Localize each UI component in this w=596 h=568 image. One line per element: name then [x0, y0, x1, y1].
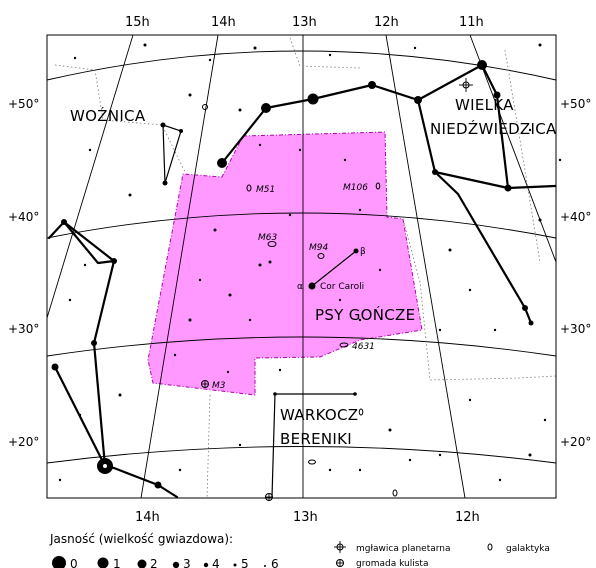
- galaxy-icon: [308, 459, 316, 465]
- globular-cluster-icon: [265, 493, 273, 501]
- ra-label-top: 15h: [125, 15, 150, 30]
- object-label-m106: M106: [343, 183, 368, 193]
- bootes-figure-south: [53, 365, 107, 468]
- constellation-label-psy: PSY GOŃCZE: [315, 305, 415, 324]
- constellation-label-wielka: WIELKA: [455, 96, 514, 114]
- planetary-nebula-icon: [334, 541, 346, 553]
- object-label-m3: M3: [212, 381, 226, 391]
- legend-mag-4: 4: [212, 557, 220, 568]
- legend-planetary-nebula: mgławica planetarna: [356, 544, 451, 554]
- galaxy-icon: [392, 489, 398, 497]
- constellation-label-warkocz: WARKOCZ: [280, 406, 358, 424]
- legend-mag-2: 2: [150, 557, 158, 568]
- dec-line-plus20: [46, 446, 557, 464]
- galaxy-icon: [375, 182, 381, 190]
- galaxy-icon: [339, 342, 349, 348]
- galaxy-icon: [358, 408, 364, 416]
- dec-label-right: +30°: [560, 322, 591, 336]
- legend-mag-6: 6: [271, 557, 279, 568]
- boundary-uma-north: [289, 37, 361, 69]
- constellation-label-bereniki: BERENIKI: [280, 430, 352, 448]
- ra-label-top: 11h: [459, 15, 484, 30]
- galaxy-icon: [246, 184, 252, 192]
- boundary-com-west: [206, 394, 211, 499]
- bootes-figure-west: [47, 220, 116, 265]
- star-field: [51, 43, 562, 489]
- planetary-nebula-icon: [459, 78, 473, 92]
- bootes-head-figure: [162, 124, 182, 184]
- globular-cluster-icon: [336, 559, 344, 567]
- ra-line-11h: [469, 34, 557, 263]
- dec-label-right: +20°: [560, 435, 591, 449]
- canes-venatici-region: [147, 131, 423, 396]
- ra-label-top: 13h: [292, 15, 317, 30]
- ra-label-top: 14h: [211, 15, 236, 30]
- ra-label-bottom: 13h: [293, 510, 318, 525]
- star-label-cor-caroli: Cor Caroli: [320, 282, 364, 292]
- star-label-alpha: α: [297, 282, 303, 292]
- deep-sky-objects: [201, 78, 473, 501]
- legend-mag-3: 3: [183, 557, 191, 568]
- chart-frame: [46, 34, 557, 499]
- dec-line-plus30: [46, 336, 557, 357]
- ra-line-12h: [385, 34, 466, 499]
- dec-label-right: +50°: [560, 97, 591, 111]
- star-label-beta: β: [360, 247, 366, 257]
- legend-mag-1: 1: [113, 557, 121, 568]
- dec-label-left: +20°: [8, 435, 39, 449]
- boundary-uma-lower: [402, 218, 557, 381]
- canes-venatici-figure: [311, 250, 357, 287]
- ra-line-15h: [46, 34, 134, 319]
- legend: Jasność (wielkość gwiazdowa): 0 1 2 3 4 …: [49, 532, 550, 568]
- coma-figure: [271, 393, 355, 498]
- dec-line-plus40: [46, 212, 557, 239]
- object-label-4631: 4631: [352, 342, 375, 352]
- ra-line-14h: [140, 34, 219, 499]
- constellation-label-niedzwiedzica: NIEDŹWIEDZICA: [430, 119, 557, 138]
- object-label-m63: M63: [258, 233, 277, 243]
- dec-label-left: +50°: [8, 97, 39, 111]
- ra-label-bottom: 12h: [455, 510, 480, 525]
- ra-label-bottom: 14h: [135, 510, 160, 525]
- galaxy-icon: [202, 104, 208, 110]
- legend-mag-5: 5: [241, 557, 249, 568]
- object-label-m51: M51: [256, 185, 275, 195]
- globular-cluster-icon: [201, 380, 209, 388]
- ra-label-top: 12h: [374, 15, 399, 30]
- legend-globular-cluster: gromada kulista: [356, 559, 428, 568]
- legend-title: Jasność (wielkość gwiazdowa):: [49, 532, 233, 546]
- galaxy-icon: [317, 253, 325, 259]
- legend-galaxy: galaktyka: [506, 544, 550, 554]
- galaxy-icon: [267, 241, 277, 247]
- ursa-major-leg: [433, 170, 510, 190]
- dec-label-right: +40°: [560, 210, 591, 224]
- dec-label-left: +40°: [8, 210, 39, 224]
- legend-mag-0: 0: [70, 557, 78, 568]
- constellation-label-woznica: WOŹNICA: [70, 106, 146, 125]
- galaxy-icon: [487, 543, 493, 551]
- object-label-m94: M94: [309, 243, 328, 253]
- dec-label-left: +30°: [8, 322, 39, 336]
